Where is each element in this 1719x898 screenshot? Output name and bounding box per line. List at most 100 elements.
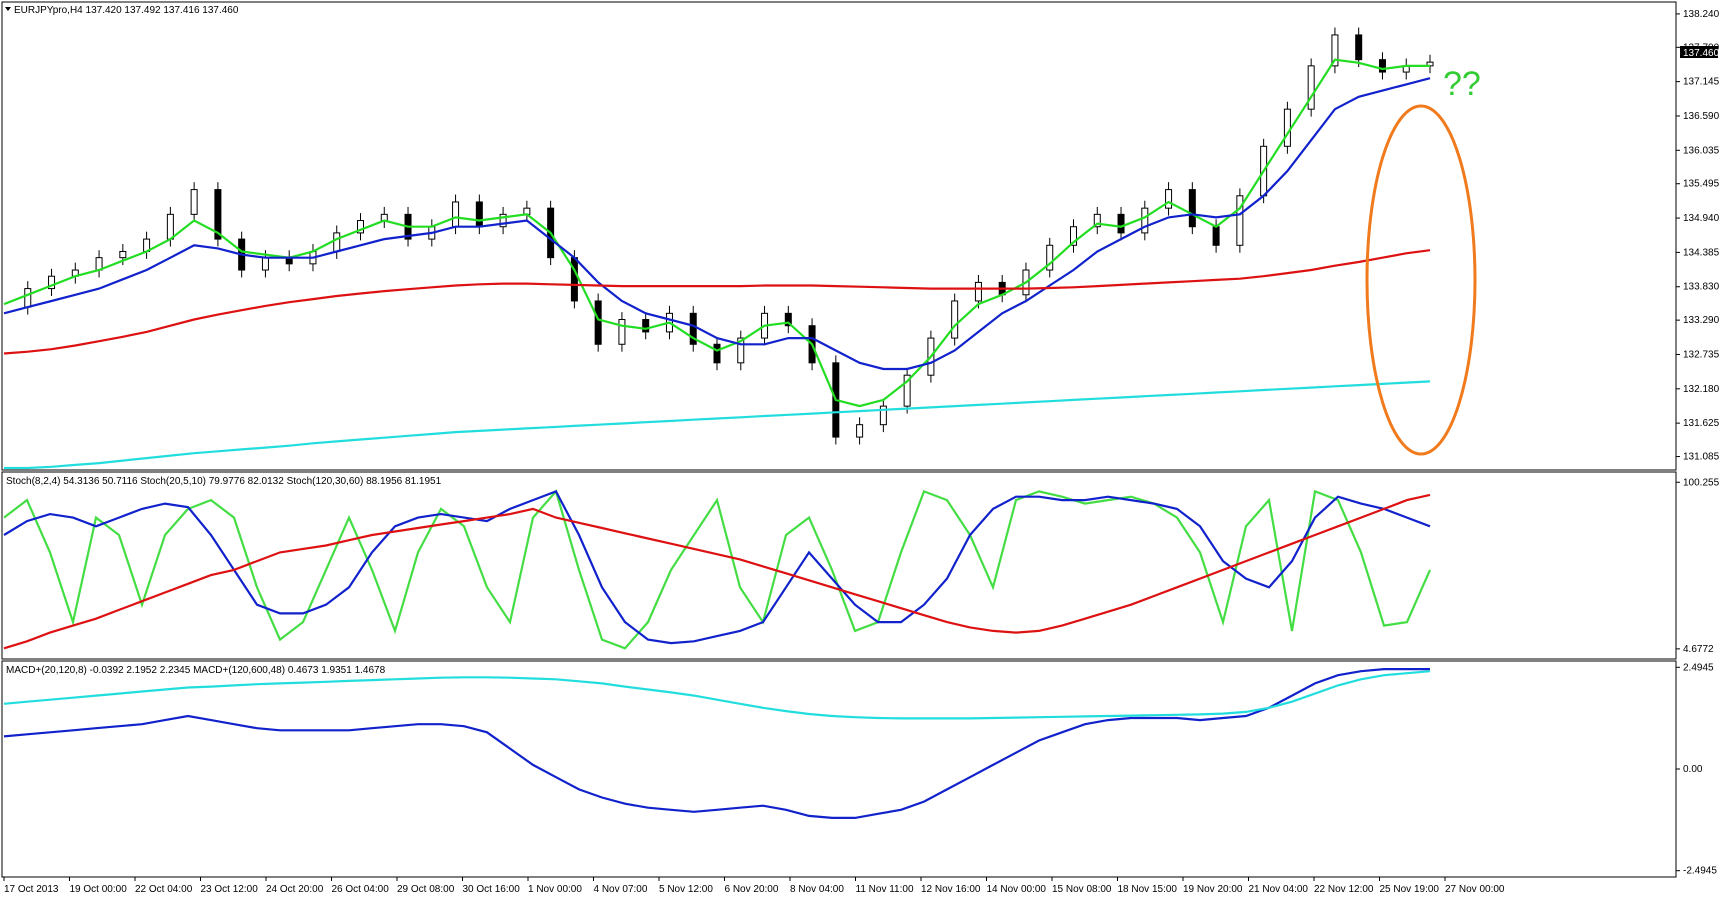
candle-body: [1307, 65, 1315, 110]
candle-body: [333, 232, 341, 252]
axis-layer: 138.240137.700137.145136.590136.035135.4…: [3, 9, 1719, 895]
y-tick-label: 134.385: [1683, 247, 1719, 258]
macd-panel-frame: [1, 660, 1677, 878]
candle-body: [261, 257, 269, 271]
candle-body: [974, 281, 982, 302]
x-tick-label: 8 Nov 04:00: [790, 884, 844, 895]
price-panel-frame: [1, 1, 1677, 471]
y-tick-label: 131.085: [1683, 452, 1719, 463]
x-tick-label: 27 Nov 00:00: [1445, 884, 1505, 895]
y-tick-label: 133.830: [1683, 282, 1719, 293]
x-tick-label: 4 Nov 07:00: [594, 884, 648, 895]
series-line-0-3: [4, 380, 1431, 470]
candle-body: [1355, 34, 1363, 61]
y-tick-label: 131.625: [1683, 418, 1719, 429]
candle-body: [737, 337, 745, 364]
y-tick-label: 138.240: [1683, 9, 1719, 20]
x-tick-label: 29 Oct 08:00: [397, 884, 455, 895]
candle-body: [570, 257, 578, 302]
candle-body: [784, 312, 792, 327]
x-tick-label: 11 Nov 11:00: [856, 884, 914, 895]
x-tick-label: 25 Nov 19:00: [1380, 884, 1440, 895]
series-line-0-2: [3, 249, 1431, 355]
series-line-1-0: [3, 489, 1432, 650]
candle-body: [1070, 226, 1077, 246]
price-panel-title: EURJPYpro,H4 137.420 137.492 137.416 137…: [14, 5, 239, 16]
candle-body: [1331, 34, 1339, 67]
x-tick-label: 17 Oct 2013: [4, 884, 59, 895]
candle-body: [48, 275, 56, 290]
candle-body: [1165, 189, 1173, 209]
price-layer: [3, 27, 1434, 470]
y-tick-label: 0.00: [1683, 764, 1703, 775]
question-annotation: ??: [1443, 65, 1481, 103]
series-line-2-0: [3, 667, 1430, 820]
candle-body: [24, 288, 32, 308]
x-tick-label: 5 Nov 12:00: [659, 884, 713, 895]
x-tick-label: 24 Oct 20:00: [266, 884, 324, 895]
candle-body: [357, 220, 364, 234]
candle-body: [166, 213, 174, 240]
x-tick-label: 15 Nov 08:00: [1052, 884, 1112, 895]
stoch-panel-frame: [1, 471, 1677, 660]
y-tick-label: -2.4945: [1683, 866, 1717, 877]
x-tick-label: 18 Nov 15:00: [1118, 884, 1178, 895]
x-tick-label: 6 Nov 20:00: [725, 884, 779, 895]
y-tick-label: 136.035: [1683, 145, 1719, 156]
candle-body: [1117, 213, 1125, 234]
dropdown-triangle-icon[interactable]: [5, 7, 11, 11]
candle-body: [452, 201, 460, 228]
candle-body: [214, 189, 222, 240]
series-line-1-2: [3, 493, 1431, 650]
candle-body: [475, 201, 483, 228]
series-line-0-1: [3, 77, 1431, 371]
candle-body: [1378, 59, 1386, 73]
x-tick-label: 14 Nov 00:00: [987, 884, 1047, 895]
macd-layer: [3, 667, 1431, 820]
x-tick-label: 1 Nov 00:00: [528, 884, 582, 895]
y-tick-label: 4.6772: [1683, 644, 1714, 655]
orange-ellipse-annotation: [1365, 104, 1477, 456]
x-tick-label: 23 Oct 12:00: [201, 884, 259, 895]
y-tick-label: 100.2558: [1683, 477, 1719, 488]
series-line-2-1: [3, 670, 1431, 720]
candle-body: [856, 424, 864, 438]
candle-body: [1283, 108, 1291, 147]
candle-body: [1093, 213, 1101, 228]
candle-body: [903, 374, 911, 407]
y-tick-label: 132.180: [1683, 384, 1719, 395]
candle-body: [594, 300, 602, 345]
x-tick-label: 30 Oct 16:00: [463, 884, 521, 895]
x-tick-label: 19 Nov 20:00: [1183, 884, 1243, 895]
series-line-1-1: [3, 490, 1431, 645]
y-tick-label: 134.940: [1683, 213, 1719, 224]
candle-body: [713, 343, 721, 364]
y-tick-label: 133.290: [1683, 315, 1719, 326]
candle-body: [642, 319, 650, 333]
candle-body: [1141, 207, 1149, 234]
x-tick-label: 12 Nov 16:00: [921, 884, 981, 895]
x-tick-label: 19 Oct 00:00: [70, 884, 128, 895]
stoch-panel-title: Stoch(8,2,4) 54.3136 50.7116 Stoch(20,5,…: [6, 476, 442, 487]
candle-body: [1236, 195, 1244, 246]
candle-body: [119, 250, 127, 259]
x-tick-label: 26 Oct 04:00: [332, 884, 390, 895]
candle-body: [1188, 189, 1196, 228]
y-tick-label: 2.4945: [1683, 662, 1714, 673]
y-tick-label: 136.590: [1683, 111, 1719, 122]
candle-body: [1212, 226, 1220, 246]
candle-body: [1046, 244, 1054, 271]
stoch-layer: [3, 489, 1432, 650]
y-tick-label: 137.145: [1683, 77, 1719, 88]
candle-body: [689, 312, 697, 345]
last-price-box: [1680, 46, 1718, 58]
candle-body: [190, 189, 198, 215]
x-tick-label: 21 Nov 04:00: [1249, 884, 1309, 895]
y-tick-label: 132.735: [1683, 349, 1719, 360]
candle-body: [879, 405, 887, 426]
x-tick-label: 22 Nov 12:00: [1314, 884, 1374, 895]
macd-panel-title: MACD+(20,120,8) -0.0392 2.1952 2.2345 MA…: [6, 665, 386, 676]
x-tick-label: 22 Oct 04:00: [135, 884, 193, 895]
y-tick-label: 135.495: [1683, 179, 1719, 190]
